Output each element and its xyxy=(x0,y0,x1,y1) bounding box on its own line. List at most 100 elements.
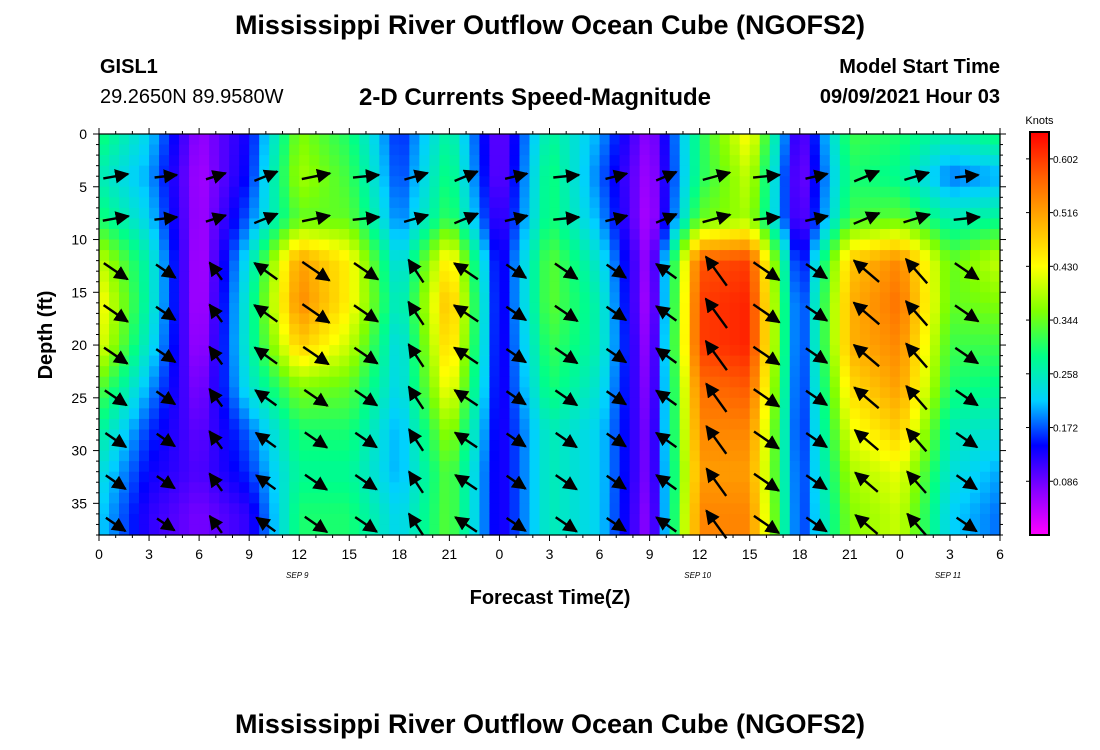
heatmap-cell xyxy=(409,144,420,156)
heatmap-cell xyxy=(149,387,160,399)
heatmap-cell xyxy=(149,503,160,515)
heatmap-cell xyxy=(369,302,380,314)
heatmap-cell xyxy=(269,302,280,314)
heatmap-cell xyxy=(529,302,541,314)
heatmap-cell xyxy=(199,524,210,536)
heatmap-cell xyxy=(139,471,150,483)
heatmap-cell xyxy=(969,450,981,462)
heatmap-cell xyxy=(669,461,681,473)
heatmap-cell xyxy=(429,239,440,251)
current-vector-arrow xyxy=(905,385,928,411)
heatmap-cell xyxy=(349,176,360,188)
heatmap-cell xyxy=(149,239,160,251)
current-vector-arrow xyxy=(407,428,425,452)
heatmap-cell xyxy=(769,155,781,167)
heatmap-cell xyxy=(299,186,310,198)
heatmap-cell xyxy=(649,260,661,272)
heatmap-cell xyxy=(439,513,450,526)
heatmap-cell xyxy=(749,313,761,325)
heatmap-cell xyxy=(229,524,240,536)
heatmap-cell xyxy=(359,366,370,378)
heatmap-cell xyxy=(599,376,611,388)
heatmap-cell xyxy=(129,397,140,409)
heatmap-cell xyxy=(449,418,460,431)
heatmap-cell xyxy=(389,302,400,314)
heatmap-cell xyxy=(409,492,420,504)
heatmap-cell xyxy=(639,134,651,146)
current-vector-arrow xyxy=(255,516,277,533)
heatmap-cell xyxy=(509,144,521,156)
heatmap-cell xyxy=(979,397,991,409)
heatmap-cell xyxy=(259,228,270,241)
heatmap-cell xyxy=(309,155,320,167)
heatmap-cell xyxy=(209,366,220,378)
heatmap-cell xyxy=(709,313,721,325)
heatmap-cell xyxy=(809,197,821,209)
heatmap-cell xyxy=(159,418,170,431)
heatmap-cell xyxy=(879,197,891,209)
heatmap-cell xyxy=(409,155,420,167)
heatmap-cell xyxy=(489,334,501,346)
heatmap-cell xyxy=(209,461,220,473)
heatmap-cell xyxy=(369,387,380,399)
heatmap-cell xyxy=(199,366,210,378)
heatmap-cell xyxy=(659,239,671,251)
x-tick-label: 15 xyxy=(341,546,357,562)
heatmap-cell xyxy=(699,440,711,452)
heatmap-cell xyxy=(389,144,400,156)
heatmap-cell xyxy=(899,313,911,325)
heatmap-cell xyxy=(509,323,521,336)
heatmap-cell xyxy=(649,176,661,188)
heatmap-cell xyxy=(549,228,561,241)
heatmap-cell xyxy=(239,302,250,314)
heatmap-cell xyxy=(509,197,521,209)
heatmap-cell xyxy=(759,503,771,515)
heatmap-cell xyxy=(149,450,160,462)
heatmap-cell xyxy=(589,271,601,283)
heatmap-cell xyxy=(99,429,110,441)
heatmap-cell xyxy=(469,366,481,378)
heatmap-cell xyxy=(969,461,981,473)
heatmap-cell xyxy=(739,239,751,251)
colorbar-tick-label: 0.602 xyxy=(1053,155,1078,166)
heatmap-cell xyxy=(289,376,300,388)
heatmap-cell xyxy=(469,155,481,167)
heatmap-cell xyxy=(459,250,471,262)
heatmap-cell xyxy=(639,323,651,336)
heatmap-cell xyxy=(819,218,831,230)
heatmap-cell xyxy=(289,524,300,536)
heatmap-cell xyxy=(249,207,260,220)
heatmap-cell xyxy=(949,250,961,262)
heatmap-cell xyxy=(559,323,571,336)
heatmap-cell xyxy=(399,281,410,293)
heatmap-cell xyxy=(329,376,340,388)
current-speed-heatmap: 0 3 6 9 12 15 18 21 0 3 6 9 12 15 18 21 0 3 6 051015202530… xyxy=(35,115,1078,609)
heatmap-cell xyxy=(949,345,961,357)
heatmap-cell xyxy=(219,144,230,156)
heatmap-cell xyxy=(709,134,721,146)
heatmap-cell xyxy=(409,503,420,515)
heatmap-cell xyxy=(919,323,931,336)
heatmap-cell xyxy=(719,334,731,346)
heatmap-cell xyxy=(479,186,491,198)
heatmap-cell xyxy=(739,366,751,378)
heatmap-cell xyxy=(799,408,811,420)
heatmap-cell xyxy=(869,313,881,325)
heatmap-cell xyxy=(989,524,1001,536)
heatmap-cell xyxy=(679,281,691,293)
heatmap-cell xyxy=(579,418,591,431)
heatmap-cell xyxy=(279,197,290,209)
heatmap-cell xyxy=(299,366,310,378)
heatmap-cell xyxy=(719,450,731,462)
heatmap-cell xyxy=(959,334,971,346)
heatmap-cell xyxy=(729,323,741,336)
heatmap-cell xyxy=(889,250,901,262)
heatmap-cell xyxy=(529,471,541,483)
heatmap-cell xyxy=(229,345,240,357)
heatmap-cell xyxy=(299,176,310,188)
heatmap-cell xyxy=(189,144,200,156)
current-vector-arrow xyxy=(655,347,678,364)
current-vector-arrow xyxy=(105,474,127,490)
heatmap-cell xyxy=(559,450,571,462)
heatmap-cell xyxy=(799,471,811,483)
